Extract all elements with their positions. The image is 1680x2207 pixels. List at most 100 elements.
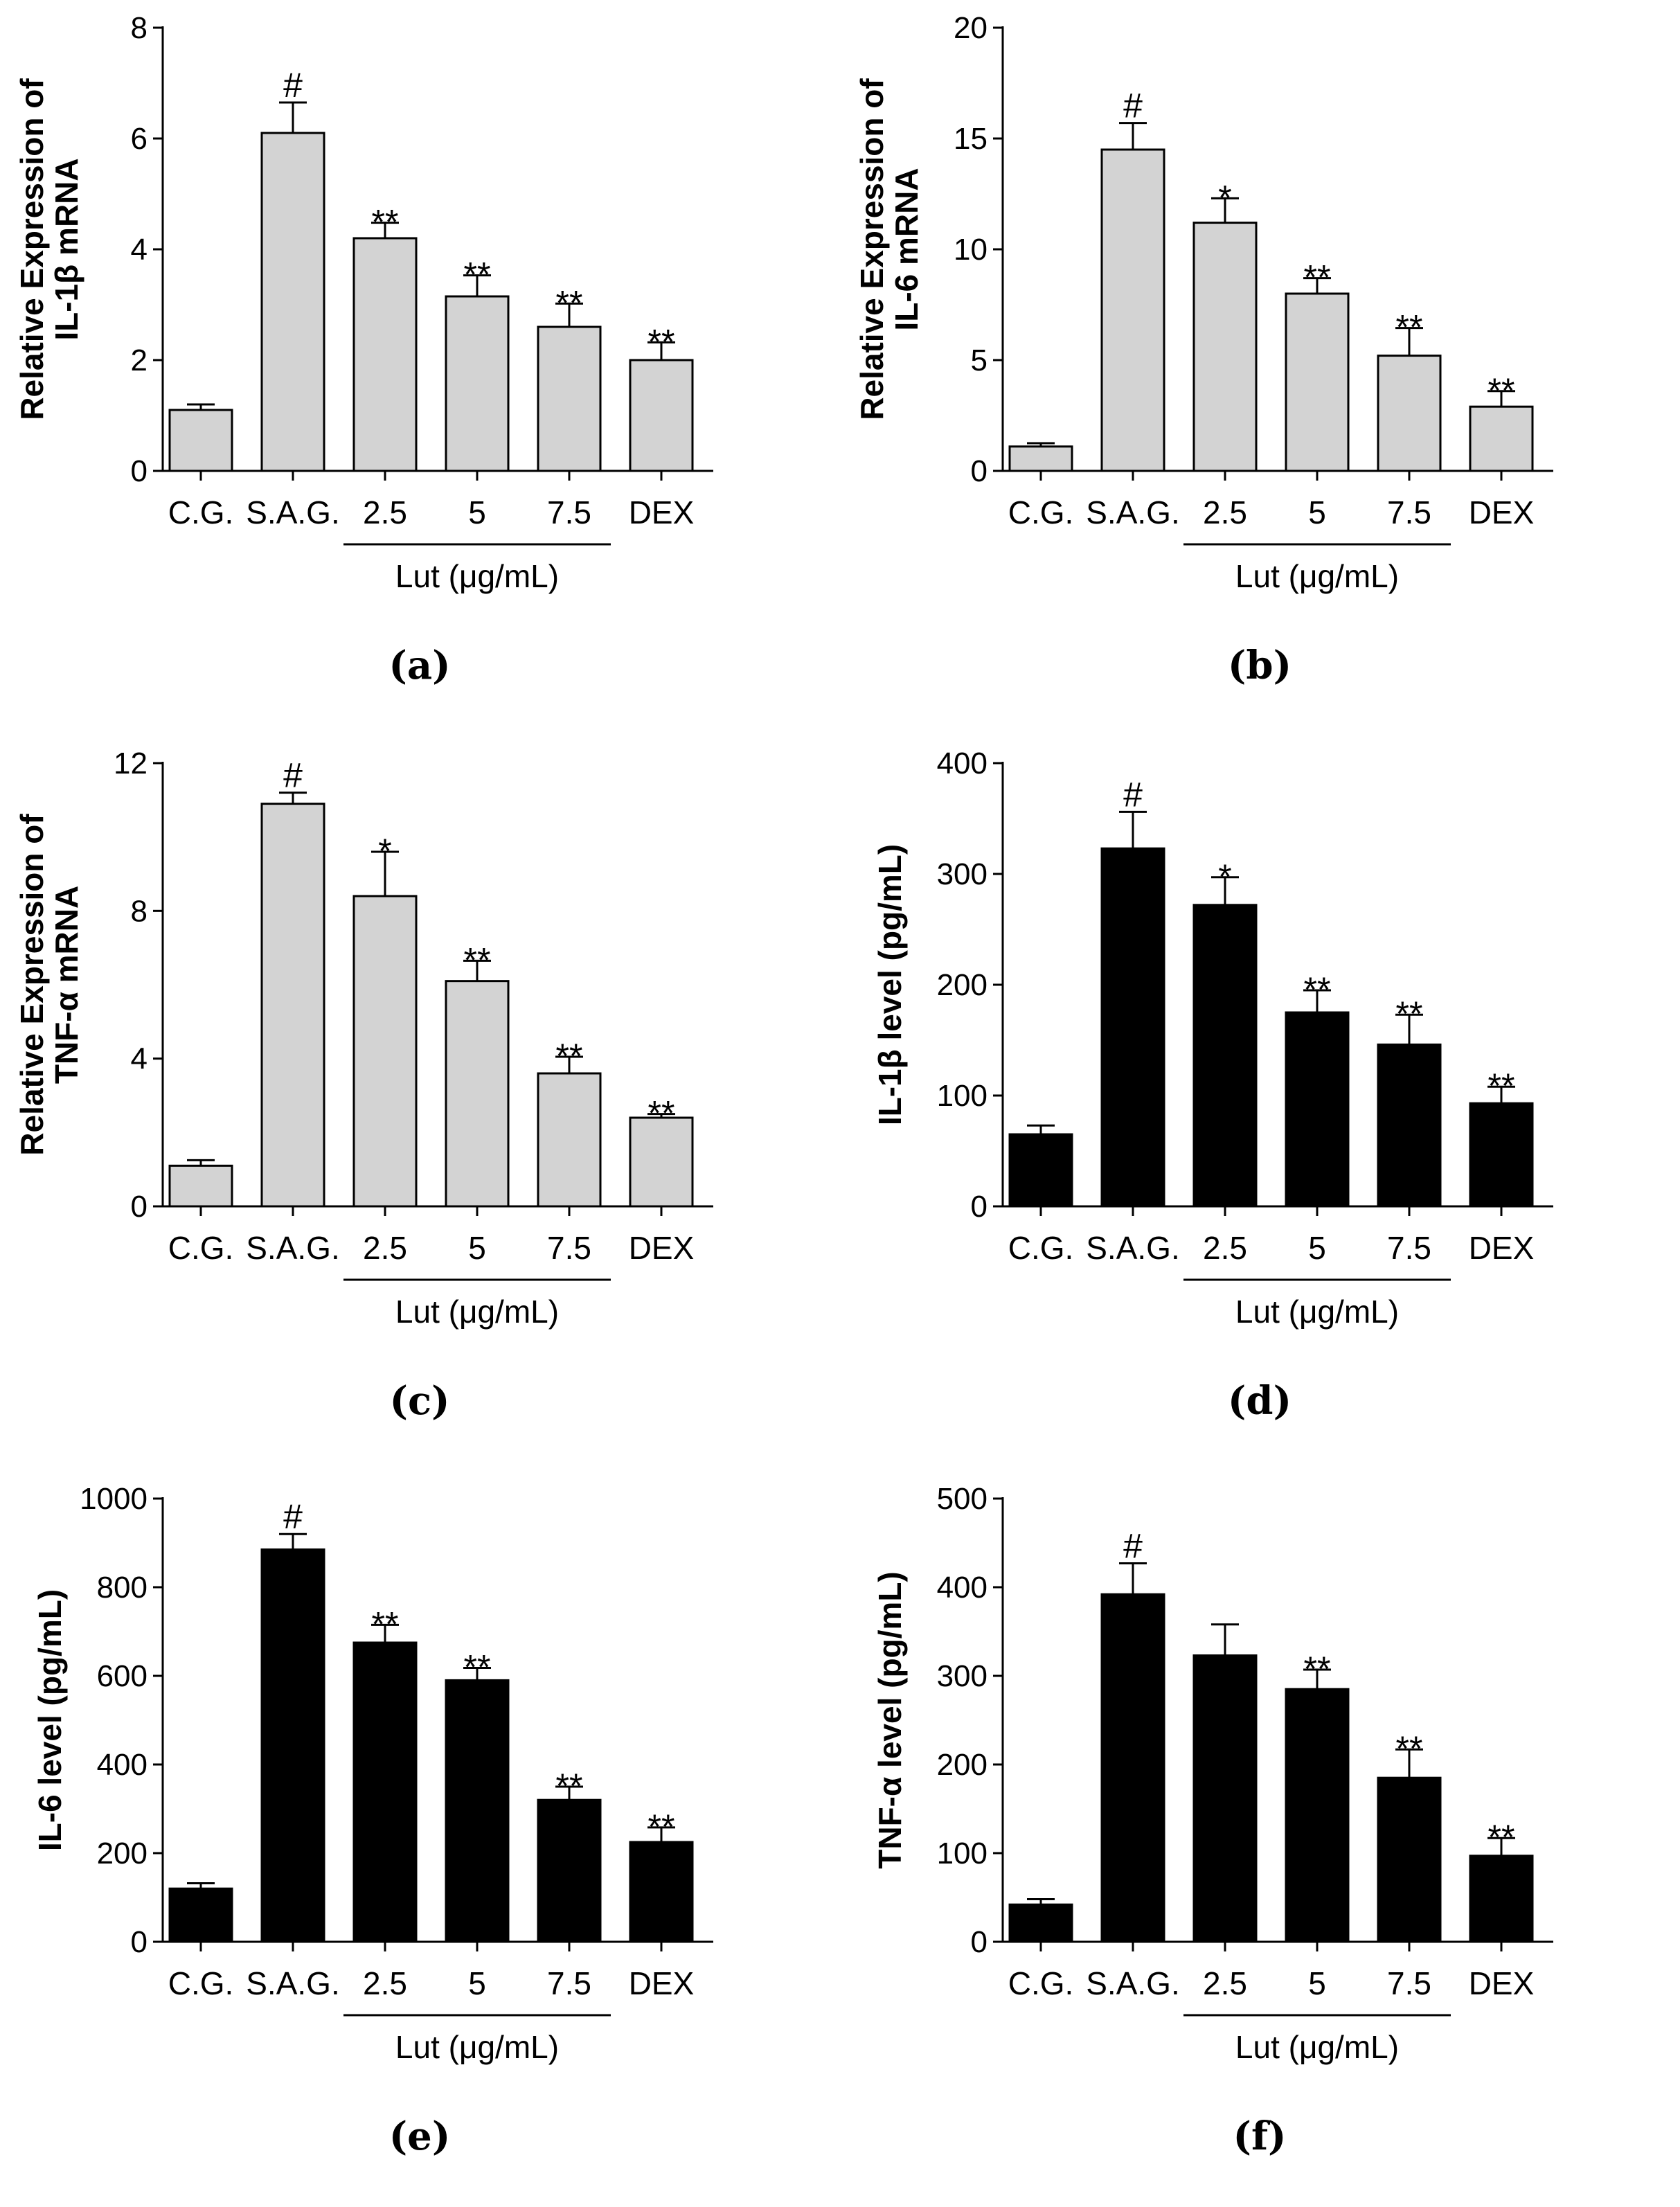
bar-6: [629, 359, 694, 472]
chart-svg-2: Relative Expression ofTNF-α mRNA#*******…: [14, 747, 713, 1424]
bar-2: [260, 1548, 325, 1943]
bar-5: [537, 325, 602, 472]
y-tick-label: 2: [131, 343, 148, 377]
y-axis-label: TNF-α level (pg/mL): [872, 1571, 908, 1869]
chart-panel-e: IL-6 level (pg/mL) # ** ** ** ** 0 200 400 600 800…: [0, 1471, 840, 2206]
category-label: S.A.G.: [246, 1965, 339, 2001]
category-label: DEX: [629, 1230, 695, 1266]
category-label: 2.5: [1203, 1965, 1247, 2001]
y-tick-label: 100: [937, 1079, 988, 1113]
significance-marker: **: [648, 1807, 675, 1846]
group-label: Lut (μg/mL): [1235, 1294, 1399, 1330]
category-label: 7.5: [1387, 1965, 1431, 2001]
significance-marker: **: [648, 322, 675, 361]
bar-3: [352, 237, 418, 472]
bar-1: [1008, 445, 1073, 472]
bar-4: [1285, 1011, 1350, 1208]
significance-marker: **: [648, 1094, 675, 1133]
significance-marker: **: [556, 1037, 583, 1075]
chart-svg-3: IL-1β level (pg/mL)#*******0100200300400…: [872, 747, 1553, 1424]
bar-1: [168, 1887, 233, 1943]
y-tick-label: 200: [97, 1837, 148, 1870]
bar-1: [168, 1164, 233, 1208]
bar-6: [1469, 1102, 1534, 1208]
y-axis-label-line: IL-6 level (pg/mL): [32, 1589, 68, 1851]
significance-marker: **: [464, 1647, 491, 1686]
category-label: C.G.: [168, 1965, 234, 2001]
y-tick-label: 0: [131, 1190, 148, 1224]
y-axis-label: Relative Expression ofIL-1β mRNA: [14, 78, 84, 420]
y-tick-label: 15: [954, 122, 988, 156]
significance-marker: **: [1488, 371, 1515, 410]
category-label: 2.5: [363, 1965, 407, 2001]
group-label: Lut (μg/mL): [1235, 558, 1399, 594]
category-label: 2.5: [1203, 1230, 1247, 1266]
y-axis-label-line: Relative Expression of: [854, 78, 890, 420]
group-label: Lut (μg/mL): [395, 1294, 559, 1330]
category-label: C.G.: [1008, 1965, 1074, 2001]
bar-2: [260, 803, 325, 1208]
category-label: 2.5: [1203, 494, 1247, 530]
bar-5: [537, 1798, 602, 1943]
panel-caption: (a): [388, 643, 450, 688]
category-label: 5: [1308, 1230, 1326, 1266]
panel-caption: (c): [389, 1378, 449, 1424]
bar-1: [1008, 1133, 1073, 1208]
y-axis-label-line: Relative Expression of: [14, 814, 50, 1156]
significance-marker: **: [1396, 994, 1423, 1033]
category-label: 2.5: [363, 494, 407, 530]
bar-5: [1377, 1043, 1442, 1208]
significance-marker: **: [464, 256, 491, 294]
category-label: 2.5: [363, 1230, 407, 1266]
y-tick-label: 0: [971, 1925, 988, 1959]
significance-marker: #: [1123, 775, 1143, 814]
bar-3: [1192, 904, 1258, 1208]
y-tick-label: 4: [131, 233, 148, 267]
bar-3: [1192, 1654, 1258, 1943]
significance-marker: #: [1123, 1526, 1143, 1565]
y-tick-label: 6: [131, 122, 148, 156]
y-axis-label: Relative Expression ofIL-6 mRNA: [854, 78, 924, 420]
y-tick-label: 1000: [80, 1482, 148, 1516]
chart-panel-c: Relative Expression ofTNF-α mRNA # * ** ** **…: [0, 735, 840, 1471]
y-axis-label-line: Relative Expression of: [14, 78, 50, 420]
category-label: 7.5: [1387, 1230, 1431, 1266]
y-axis-label: Relative Expression ofTNF-α mRNA: [14, 814, 84, 1156]
significance-marker: **: [372, 203, 399, 242]
category-label: 5: [468, 1230, 486, 1266]
significance-marker: **: [1396, 308, 1423, 347]
significance-marker: *: [1218, 857, 1231, 896]
y-axis-label-line: IL-1β mRNA: [48, 158, 84, 340]
bar-6: [629, 1116, 694, 1208]
significance-marker: **: [372, 1605, 399, 1643]
category-label: C.G.: [168, 1230, 234, 1266]
y-tick-label: 20: [954, 11, 988, 45]
y-tick-label: 500: [937, 1482, 988, 1516]
category-label: C.G.: [1008, 494, 1074, 530]
y-axis-label: IL-1β level (pg/mL): [872, 844, 908, 1125]
significance-marker: **: [1396, 1729, 1423, 1768]
category-label: DEX: [629, 494, 695, 530]
category-label: 5: [1308, 494, 1326, 530]
bar-2: [1100, 148, 1165, 472]
category-label: S.A.G.: [246, 494, 339, 530]
bar-6: [1469, 405, 1534, 472]
bar-4: [445, 1679, 510, 1943]
y-tick-label: 0: [131, 1925, 148, 1959]
category-label: DEX: [1469, 494, 1535, 530]
significance-marker: *: [1218, 178, 1231, 217]
bar-5: [1377, 355, 1442, 472]
category-label: 5: [1308, 1965, 1326, 2001]
y-tick-label: 400: [937, 1571, 988, 1605]
y-tick-label: 100: [937, 1837, 988, 1870]
bar-6: [1469, 1855, 1534, 1943]
bar-5: [1377, 1776, 1442, 1943]
significance-marker: #: [283, 756, 303, 795]
bar-1: [168, 409, 233, 472]
category-label: S.A.G.: [1086, 494, 1179, 530]
y-axis-label-line: TNF-α level (pg/mL): [872, 1571, 908, 1869]
significance-marker: **: [1304, 258, 1331, 297]
category-label: 5: [468, 494, 486, 530]
y-tick-label: 4: [131, 1042, 148, 1076]
